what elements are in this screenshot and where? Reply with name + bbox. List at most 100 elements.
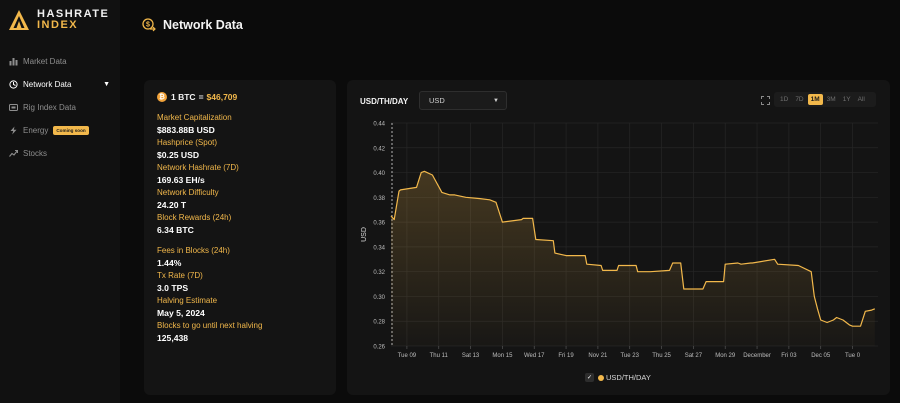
network-stats-card: ₿ 1 BTC = $46,709 Market Capitalization …: [144, 80, 336, 395]
stat-label: Tx Rate (7D): [157, 271, 203, 280]
stat-halving-estimate: Halving Estimate May 5, 2024: [157, 296, 217, 318]
stat-fees-in-blocks: Fees in Blocks (24h) 1.44%: [157, 246, 230, 268]
y-tick-label: 0.42: [373, 146, 385, 152]
rig-icon: [9, 103, 18, 112]
bitcoin-icon: ₿: [157, 92, 167, 102]
y-axis-label: USD: [361, 227, 368, 242]
x-tick-label: Mon 29: [715, 353, 736, 359]
currency-select[interactable]: USD ▼: [419, 91, 507, 110]
chevron-down-icon: ▼: [493, 97, 499, 104]
currency-select-value: USD: [429, 96, 445, 105]
legend-series-label: USD/TH/DAY: [606, 373, 651, 382]
page-header: $ Network Data: [142, 18, 243, 32]
x-tick-label: Fri 03: [781, 353, 797, 359]
y-tick-label: 0.26: [373, 345, 385, 351]
range-button-3m[interactable]: 3M: [826, 96, 836, 103]
sidebar-item-energy[interactable]: Energy Coming soon: [0, 119, 120, 142]
stat-label: Halving Estimate: [157, 296, 218, 305]
brand-name: HASHRATE INDEX: [37, 9, 109, 31]
stat-network-hashrate: Network Hashrate (7D) 169.63 EH/s: [157, 163, 239, 185]
y-tick-label: 0.40: [373, 171, 385, 177]
x-tick-label: Tue 23: [620, 353, 639, 359]
sidebar-item-stocks[interactable]: Stocks: [0, 142, 120, 165]
logo-mark-icon: [9, 10, 29, 30]
network-data-icon: [9, 80, 18, 89]
stat-value: 1.44%: [157, 258, 182, 268]
stat-label: Block Rewards (24h): [157, 213, 232, 222]
y-tick-label: 0.32: [373, 270, 385, 276]
stat-label: Network Difficulty: [157, 188, 219, 197]
x-tick-label: Tue 0: [845, 353, 861, 359]
legend-checkbox[interactable]: ✓: [585, 373, 594, 382]
btc-price: $46,709: [206, 92, 238, 102]
stat-value: 169.63 EH/s: [157, 175, 205, 185]
network-data-header-icon: $: [142, 18, 156, 32]
page-title: Network Data: [163, 18, 243, 32]
y-tick-label: 0.38: [373, 196, 385, 202]
sidebar-item-label: Network Data: [23, 80, 72, 89]
fullscreen-icon[interactable]: [761, 96, 770, 105]
x-tick-label: Sat 27: [685, 353, 703, 359]
stat-blocks-to-halving: Blocks to go until next halving 125,438: [157, 321, 262, 343]
range-button-7d[interactable]: 7D: [795, 96, 804, 103]
stat-label: Hashprice (Spot): [157, 138, 218, 147]
sidebar: HASHRATE INDEX Market Data Network Data …: [0, 0, 120, 403]
stat-value: $0.25 USD: [157, 150, 200, 160]
x-tick-label: Mon 15: [492, 353, 513, 359]
sidebar-item-label: Rig Index Data: [23, 103, 76, 112]
series-line: [390, 170, 876, 327]
x-tick-label: Wed 17: [524, 353, 545, 359]
brand-line1: HASHRATE: [37, 8, 110, 20]
range-button-1y[interactable]: 1Y: [842, 96, 851, 103]
range-button-all[interactable]: All: [857, 96, 865, 103]
x-tick-label: Nov 21: [588, 353, 608, 359]
brand-line2: INDEX: [37, 19, 79, 31]
x-tick-label: December: [743, 353, 771, 359]
x-tick-label: Fri 19: [558, 353, 574, 359]
range-button-1d[interactable]: 1D: [780, 96, 789, 103]
stat-value: May 5, 2024: [157, 308, 205, 318]
sidebar-item-rig-index-data[interactable]: Rig Index Data: [0, 96, 120, 119]
sidebar-item-market-data[interactable]: Market Data: [0, 50, 120, 73]
btc-price-row: ₿ 1 BTC = $46,709: [157, 92, 237, 102]
sidebar-item-label: Energy: [23, 126, 49, 135]
sidebar-nav: Market Data Network Data ▼ Rig Index Dat…: [0, 50, 120, 165]
stat-value: 125,438: [157, 333, 189, 343]
svg-text:$: $: [146, 22, 150, 29]
hashprice-chart-card: 0.26 0.28 0.30 0.32 0.34 0.36 0.38 0.40 0.42 0.44…: [347, 80, 890, 395]
btc-label: 1 BTC: [171, 92, 196, 102]
x-tick-label: Thu 25: [652, 353, 671, 359]
time-range-selector: 1D 7D 1M 3M 1Y All: [774, 92, 876, 107]
stat-label: Network Hashrate (7D): [157, 163, 239, 172]
chart-unit-label: USD/TH/DAY: [360, 97, 409, 106]
sidebar-item-label: Market Data: [23, 57, 67, 66]
y-tick-label: 0.28: [373, 320, 385, 326]
stat-market-cap: Market Capitalization $883.88B USD: [157, 113, 232, 135]
stat-network-difficulty: Network Difficulty 24.20 T: [157, 188, 219, 210]
stat-label: Market Capitalization: [157, 113, 232, 122]
energy-icon: [9, 126, 18, 135]
stocks-icon: [9, 149, 18, 158]
legend-series-swatch: [598, 374, 604, 381]
brand-logo[interactable]: HASHRATE INDEX: [8, 9, 109, 31]
range-button-1m[interactable]: 1M: [807, 94, 823, 105]
x-tick-label: Tue 09: [398, 353, 417, 359]
stat-value: 6.34 BTC: [157, 225, 194, 235]
stat-hashprice: Hashprice (Spot) $0.25 USD: [157, 138, 217, 160]
stat-value: 24.20 T: [157, 200, 187, 210]
x-tick-label: Sat 13: [462, 353, 480, 359]
hashprice-chart[interactable]: 0.26 0.28 0.30 0.32 0.34 0.36 0.38 0.40 0.42 0.44…: [347, 80, 890, 370]
stat-block-rewards: Block Rewards (24h) 6.34 BTC: [157, 213, 231, 235]
y-tick-label: 0.44: [373, 122, 385, 128]
stat-label: Blocks to go until next halving: [157, 321, 263, 330]
y-tick-label: 0.36: [373, 221, 385, 227]
sidebar-item-network-data[interactable]: Network Data ▼: [0, 73, 120, 96]
chevron-down-icon[interactable]: ▼: [103, 81, 110, 88]
stat-value: $883.88B USD: [157, 125, 215, 135]
stat-label: Fees in Blocks (24h): [157, 246, 230, 255]
series-area: [391, 171, 875, 346]
y-tick-label: 0.30: [373, 295, 385, 301]
chart-legend: ✓ USD/TH/DAY: [585, 373, 651, 382]
market-data-icon: [9, 57, 18, 66]
x-tick-label: Dec 05: [811, 353, 831, 359]
